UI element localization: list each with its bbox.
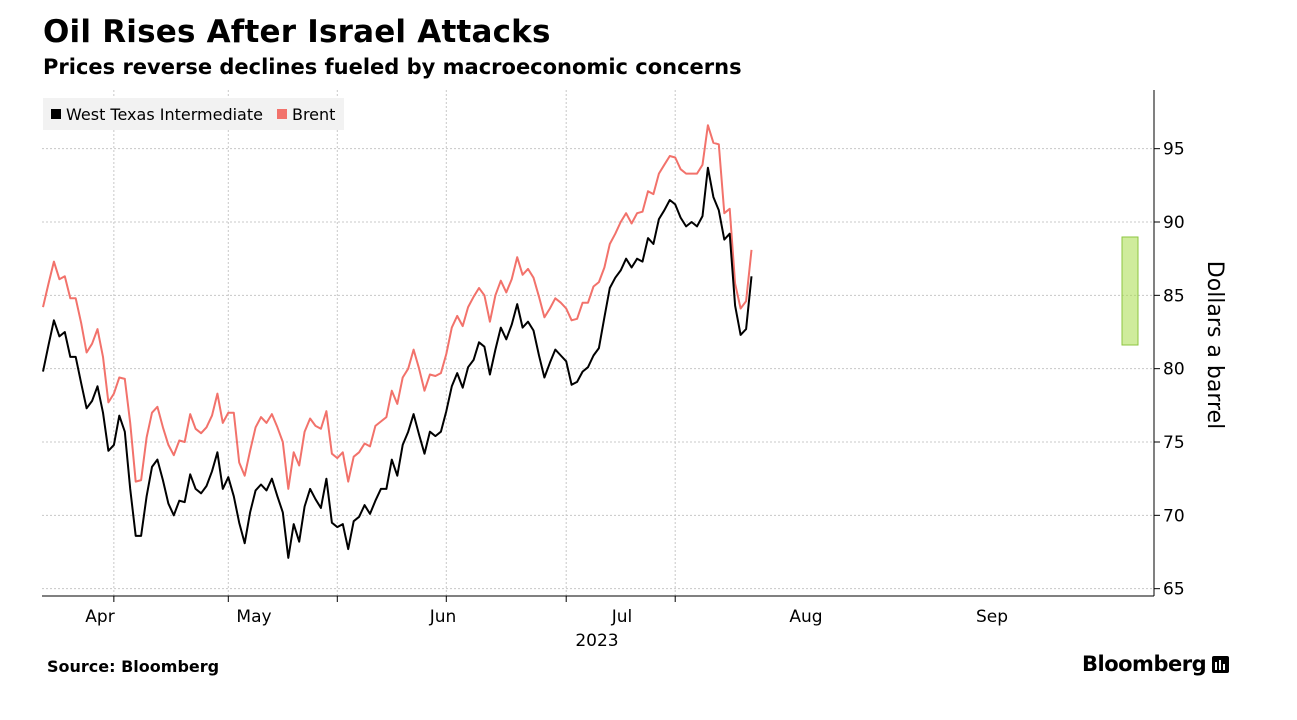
series-line-brent xyxy=(42,124,753,490)
brand-logo: Bloomberg xyxy=(1082,652,1230,676)
y-tick-label: 75 xyxy=(1163,433,1185,453)
x-tick-label: Apr xyxy=(85,607,114,627)
x-tick-label: Jul xyxy=(611,607,633,627)
legend-label-wti: West Texas Intermediate xyxy=(66,104,263,124)
x-tick-label: May xyxy=(236,607,271,627)
legend-item-wti: West Texas Intermediate xyxy=(51,105,263,124)
legend-item-brent: Brent xyxy=(276,104,336,124)
y-axis: 65 70 75 80 85 90 95 xyxy=(1153,90,1185,600)
x-tick-label: Sep xyxy=(976,607,1008,627)
y-tick-label: 70 xyxy=(1163,506,1185,526)
y-tick-label: 90 xyxy=(1163,213,1185,233)
x-tick-label: Jun xyxy=(429,607,457,627)
series-lines xyxy=(42,124,753,559)
y-tick-label: 80 xyxy=(1163,360,1185,380)
x-axis: Apr May Jun Jul Aug Sep xyxy=(42,595,1154,627)
brand-wordmark: Bloomberg xyxy=(1082,652,1207,676)
y-tick-label: 85 xyxy=(1163,286,1185,306)
y-tick-label: 65 xyxy=(1163,580,1185,600)
bar-chart-icon xyxy=(1212,655,1230,673)
highlight-region xyxy=(1121,236,1139,346)
chart-title: Oil Rises After Israel Attacks xyxy=(43,14,551,50)
legend-label-brent: Brent xyxy=(291,104,336,124)
legend-swatch-brent xyxy=(276,109,287,119)
chart-subtitle: Prices reverse declines fueled by macroe… xyxy=(43,55,742,79)
source-note: Source: Bloomberg xyxy=(47,657,220,676)
y-tick-label: 95 xyxy=(1163,140,1185,160)
x-tick-label: Aug xyxy=(789,607,822,627)
legend-swatch-wti xyxy=(51,109,61,119)
series-line-wti xyxy=(42,166,753,559)
y-axis-label: Dollars a barrel xyxy=(1202,261,1227,429)
gridlines xyxy=(42,90,1154,596)
x-axis-year-label: 2023 xyxy=(575,631,618,651)
chart-legend: West Texas Intermediate Brent xyxy=(43,98,345,130)
highlight-box xyxy=(1121,236,1139,346)
